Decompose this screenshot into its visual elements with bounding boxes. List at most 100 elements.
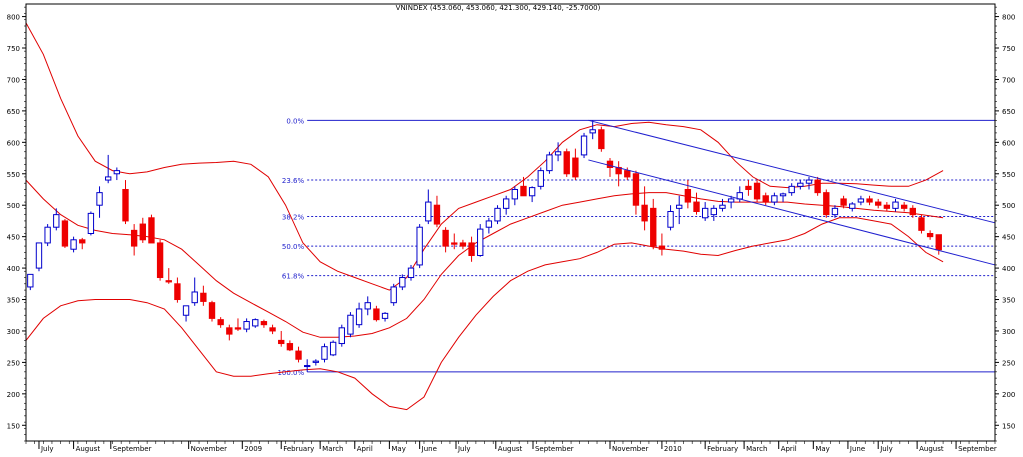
candle-body xyxy=(200,292,207,302)
y-tick-label: 750 xyxy=(7,45,20,53)
x-tick-label: May xyxy=(391,445,405,453)
candle-body xyxy=(79,239,86,244)
candle-body xyxy=(148,217,155,244)
y-tick-label: 300 xyxy=(1002,328,1015,336)
fibonacci-levels: 0.0% 23.6% 38.2% 50.0% 61.8% 100.0% xyxy=(277,117,995,377)
candle-body xyxy=(658,245,666,250)
y-tick-label: 300 xyxy=(7,328,20,336)
candle-body xyxy=(797,182,804,187)
candle-body xyxy=(624,170,631,178)
candle-body xyxy=(667,210,674,228)
candle-body xyxy=(554,151,562,156)
candle-body xyxy=(468,242,475,257)
x-tick-label: July xyxy=(40,445,54,453)
candle-body xyxy=(425,201,432,222)
candle-body xyxy=(892,201,899,209)
candle-body xyxy=(252,319,259,327)
candle-body xyxy=(226,327,233,335)
candle-body xyxy=(606,160,614,168)
y-tick-label: 350 xyxy=(1002,297,1015,305)
y-tick-label: 700 xyxy=(1002,76,1015,84)
candle-body xyxy=(727,198,735,203)
candle-body xyxy=(442,229,449,247)
x-tick-label: August xyxy=(919,445,944,453)
candle-body xyxy=(935,234,942,251)
x-tick-label: 2009 xyxy=(244,445,262,453)
candle-body xyxy=(182,305,190,316)
y-tick-label: 250 xyxy=(1002,359,1015,367)
y-tick-label: 550 xyxy=(1002,171,1015,179)
candle-body xyxy=(598,129,605,150)
candle-body xyxy=(572,157,579,178)
candle-body xyxy=(286,343,294,351)
candle-body xyxy=(823,192,830,216)
x-tick-label: July xyxy=(879,445,893,453)
candle-body xyxy=(139,223,146,241)
y-tick-label: 700 xyxy=(7,76,20,84)
candle-body xyxy=(511,188,519,200)
candle-body xyxy=(926,233,934,238)
y-tick-label: 400 xyxy=(7,265,20,273)
y-tick-label: 750 xyxy=(1002,45,1015,53)
x-tick-label: September xyxy=(113,445,152,453)
candle-body xyxy=(295,350,302,360)
y-tick-label: 600 xyxy=(7,139,20,147)
candle-body xyxy=(321,346,328,360)
y-tick-label: 200 xyxy=(1002,391,1015,399)
candle-body xyxy=(260,321,268,326)
candle-body xyxy=(520,185,527,197)
candle-body xyxy=(174,283,181,301)
candle-body xyxy=(61,220,69,247)
candle-body xyxy=(70,239,77,250)
candle-body xyxy=(866,198,873,203)
candle-body xyxy=(416,226,423,266)
candle-body xyxy=(650,207,657,247)
y-tick-label: 500 xyxy=(1002,202,1015,210)
candle-body xyxy=(900,204,908,209)
y-tick-label: 150 xyxy=(1002,422,1015,430)
y-tick-label: 500 xyxy=(7,202,20,210)
x-tick-label: March xyxy=(322,445,343,453)
bollinger-lower-line xyxy=(25,217,944,411)
axes: 150 150 200 200 250 250 300 300 350 350 400 400 450 4… xyxy=(7,3,1015,453)
candle-body xyxy=(537,170,544,187)
candle-body xyxy=(779,193,787,197)
candle-body xyxy=(381,312,389,319)
candle-body xyxy=(373,308,380,321)
y-tick-label: 200 xyxy=(7,391,20,399)
x-tick-label: June xyxy=(421,445,437,453)
y-tick-label: 800 xyxy=(7,14,20,22)
fib-level-label: 50.0% xyxy=(282,243,305,251)
candle-body xyxy=(909,207,916,216)
candle-body xyxy=(105,176,112,181)
candles xyxy=(27,120,942,372)
candle-body xyxy=(53,214,60,228)
candle-body xyxy=(831,207,839,216)
y-tick-label: 450 xyxy=(7,234,20,242)
bollinger-middle-line xyxy=(25,179,944,338)
x-tick-label: September xyxy=(958,445,997,453)
x-tick-label: August xyxy=(76,445,101,453)
candle-body xyxy=(849,203,856,209)
chart-title: VNINDEX (453.060, 453.060, 421.300, 429.… xyxy=(396,4,601,12)
candle-body xyxy=(814,179,821,194)
x-tick-label: April xyxy=(781,445,797,453)
candle-body xyxy=(338,327,345,345)
candle-body xyxy=(684,188,692,203)
trendline xyxy=(588,159,996,266)
candle-body xyxy=(243,321,250,330)
candle-body xyxy=(762,195,769,203)
y-tick-label: 350 xyxy=(7,297,20,305)
candle-body xyxy=(407,267,415,279)
y-tick-label: 650 xyxy=(7,108,20,116)
candle-body xyxy=(191,291,198,304)
candle-body xyxy=(753,182,761,200)
candle-body xyxy=(485,220,493,228)
candle-body xyxy=(35,242,43,269)
fib-level-label: 61.8% xyxy=(282,273,305,281)
x-tick-label: May xyxy=(815,445,829,453)
candle-body xyxy=(130,229,138,247)
